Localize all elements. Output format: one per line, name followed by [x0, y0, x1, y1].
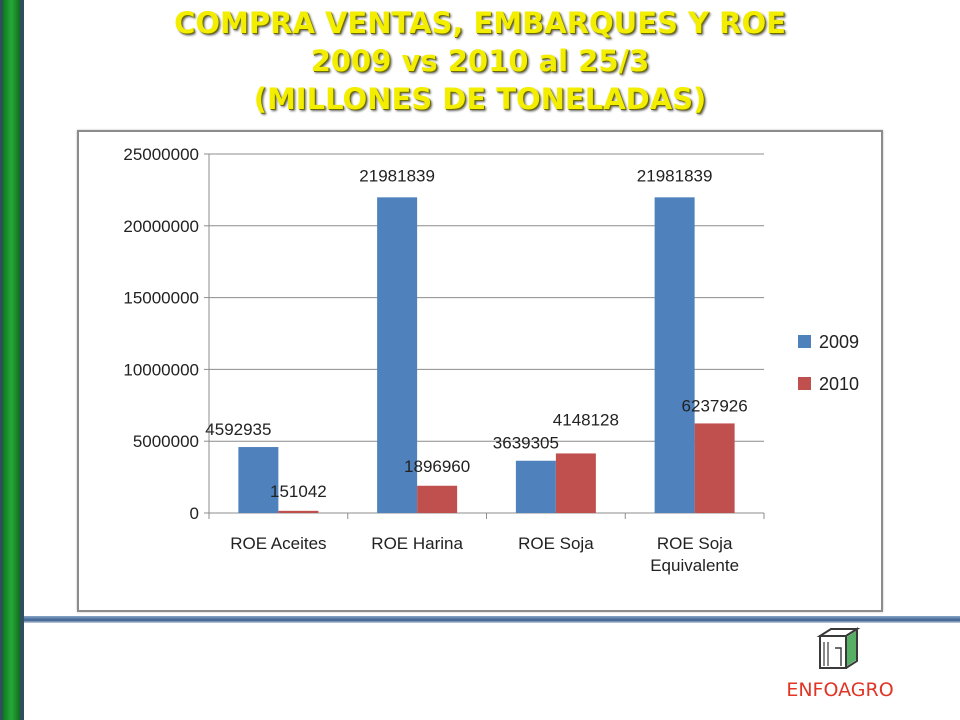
data-label: 1896960 — [404, 457, 470, 476]
x-tick-label: Equivalente — [650, 556, 739, 575]
slide-title: COMPRA VENTAS, EMBARQUES Y ROE 2009 vs 2… — [60, 4, 900, 118]
legend-label: 2010 — [819, 374, 859, 394]
bar-chart: 0 5000000 10000000 15000000 20000000 25000000… — [123, 145, 859, 575]
legend-swatch-2010 — [798, 377, 811, 390]
x-tick-label: ROE Soja — [657, 534, 733, 553]
bar-2010 — [417, 485, 458, 513]
legend-label: 2009 — [819, 332, 859, 352]
x-tick-label: ROE Aceites — [230, 534, 326, 553]
title-line-3: (MILLONES DE TONELADAS) — [253, 82, 707, 116]
bar-2010 — [555, 453, 596, 513]
y-tick-label: 0 — [190, 504, 199, 523]
data-label: 151042 — [270, 482, 327, 501]
bar-2009 — [515, 460, 556, 513]
bar-2010 — [278, 510, 319, 513]
bar-2010 — [694, 423, 735, 513]
title-line-1: COMPRA VENTAS, EMBARQUES Y ROE — [174, 6, 786, 40]
bar-2009 — [654, 197, 695, 513]
enfoagro-logo: ENFOAGRO — [775, 626, 905, 706]
chart-frame: 0 5000000 10000000 15000000 20000000 25000000… — [77, 130, 883, 612]
logo-text: ENFOAGRO — [786, 679, 894, 701]
y-tick-label: 10000000 — [123, 360, 199, 379]
data-label: 4148128 — [553, 410, 619, 429]
data-label: 21981839 — [359, 166, 435, 185]
y-tick-label: 15000000 — [123, 289, 199, 308]
title-line-2: 2009 vs 2010 al 25/3 — [310, 44, 650, 78]
bar-2009 — [377, 197, 418, 513]
x-tick-label: ROE Harina — [371, 534, 463, 553]
bottom-divider — [24, 616, 960, 623]
data-label: 3639305 — [493, 434, 559, 453]
y-tick-label: 5000000 — [133, 432, 199, 451]
y-tick-label: 20000000 — [123, 217, 199, 236]
legend-swatch-2009 — [798, 335, 811, 348]
data-label: 4592935 — [205, 420, 271, 439]
left-accent-bar — [0, 0, 24, 720]
y-tick-label: 25000000 — [123, 145, 199, 164]
x-tick-label: ROE Soja — [518, 534, 594, 553]
logo-box-icon — [816, 627, 861, 669]
data-label: 21981839 — [637, 166, 713, 185]
left-accent-bar-fill — [3, 0, 20, 720]
bar-2009 — [238, 447, 279, 513]
data-label: 6237926 — [682, 396, 748, 415]
